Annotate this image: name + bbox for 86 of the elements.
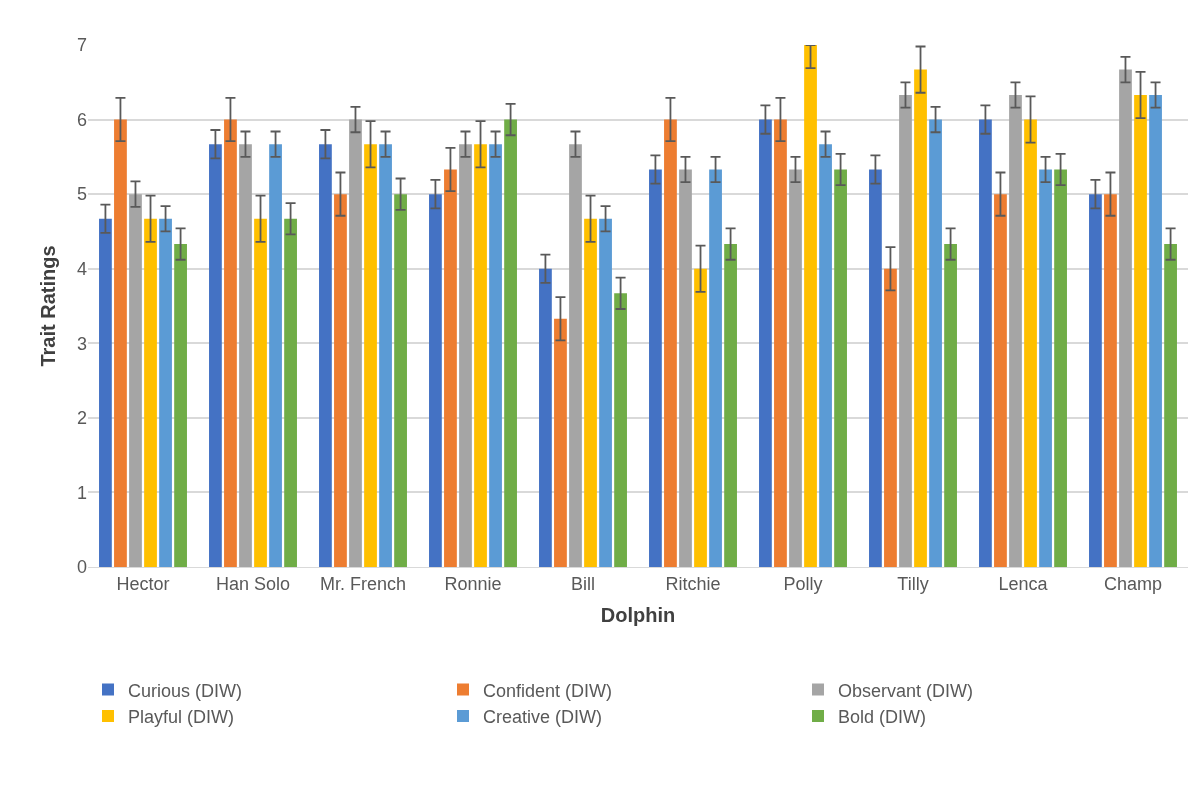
bar: [944, 244, 957, 567]
bar: [1009, 94, 1022, 567]
bar: [459, 144, 472, 567]
bar: [834, 169, 847, 567]
bar: [254, 218, 267, 567]
bar: [284, 218, 297, 567]
bar: [379, 144, 392, 567]
bar: [709, 169, 722, 567]
y-tick-label: 0: [76, 557, 87, 578]
y-tick-label: 6: [76, 109, 87, 130]
bar: [99, 218, 112, 567]
x-tick-label: Hector: [116, 573, 170, 594]
x-tick-label: Bill: [570, 573, 596, 594]
bar: [269, 144, 282, 567]
bar: [394, 194, 407, 567]
bar: [209, 144, 222, 567]
bar: [1039, 169, 1052, 567]
bar: [539, 268, 552, 567]
bar: [114, 119, 127, 567]
legend-label: Bold (DIW): [838, 707, 927, 728]
bar: [129, 194, 142, 567]
bar: [1164, 244, 1177, 567]
bar: [1089, 194, 1102, 567]
bar: [239, 144, 252, 567]
y-tick-label: 5: [76, 184, 87, 205]
legend-label: Curious (DIW): [128, 680, 243, 701]
bar: [429, 194, 442, 567]
bar: [504, 119, 517, 567]
legend-label: Confident (DIW): [483, 680, 613, 701]
y-tick-label: 2: [76, 408, 87, 429]
bar: [554, 318, 567, 567]
bar: [694, 268, 707, 567]
bar: [1024, 119, 1037, 567]
y-axis-title: Trait Ratings: [37, 245, 60, 367]
bar: [664, 119, 677, 567]
bar: [869, 169, 882, 567]
y-tick-label: 3: [76, 333, 87, 354]
x-tick-label: Mr. French: [319, 573, 407, 594]
bar: [994, 194, 1007, 567]
bar: [1104, 194, 1117, 567]
legend-label: Observant (DIW): [838, 680, 974, 701]
bar: [569, 144, 582, 567]
y-tick-label: 1: [76, 482, 87, 503]
x-tick-label: Champ: [1103, 573, 1163, 594]
bar: [364, 144, 377, 567]
bar: [444, 169, 457, 567]
bar: [804, 45, 817, 567]
y-tick-label: 4: [76, 259, 87, 280]
bar: [599, 218, 612, 567]
bar: [224, 119, 237, 567]
bar: [159, 218, 172, 567]
legend-label: Playful (DIW): [128, 707, 235, 728]
bar: [759, 119, 772, 567]
bar: [1149, 94, 1162, 567]
bar: [584, 218, 597, 567]
bar: [1119, 69, 1132, 567]
bar: [614, 293, 627, 567]
bar: [914, 69, 927, 567]
bar: [979, 119, 992, 567]
bar: [929, 119, 942, 567]
bar: [1134, 94, 1147, 567]
bar: [884, 268, 897, 567]
x-tick-label: Ronnie: [444, 573, 502, 594]
bar: [789, 169, 802, 567]
bar: [319, 144, 332, 567]
x-tick-label: Han Solo: [215, 573, 291, 594]
bar: [899, 94, 912, 567]
x-tick-label: Tilly: [897, 573, 929, 594]
bar: [679, 169, 692, 567]
bar: [489, 144, 502, 567]
bar: [724, 244, 737, 567]
bar: [774, 119, 787, 567]
bar: [819, 144, 832, 567]
bar: [349, 119, 362, 567]
bar: [174, 244, 187, 567]
x-tick-label: Polly: [783, 573, 823, 594]
x-axis-title: Dolphin: [600, 604, 676, 627]
bar: [1054, 169, 1067, 567]
y-tick-label: 7: [76, 35, 87, 56]
legend-label: Creative (DIW): [483, 707, 603, 728]
bar: [334, 194, 347, 567]
bar: [474, 144, 487, 567]
bar: [144, 218, 157, 567]
bar: [649, 169, 662, 567]
x-tick-label: Lenca: [998, 573, 1049, 594]
x-tick-label: Ritchie: [665, 573, 721, 594]
